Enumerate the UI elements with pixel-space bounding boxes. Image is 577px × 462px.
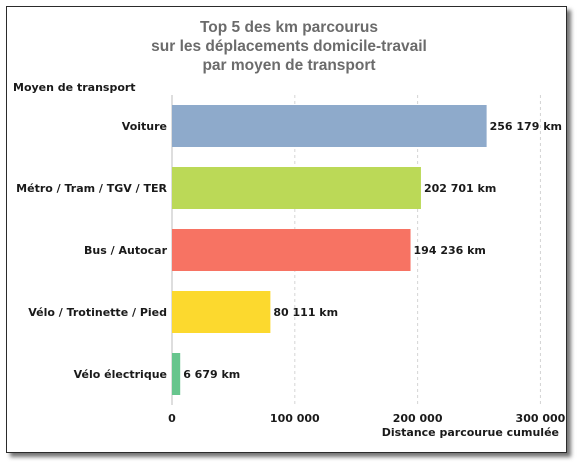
bar: [172, 291, 271, 333]
chart-title-line-3: par moyen de transport: [202, 57, 375, 74]
chart-frame: Top 5 des km parcourus sur les déplaceme…: [6, 6, 567, 453]
bar: [172, 105, 487, 147]
x-tick-label: 300 000: [516, 412, 566, 425]
category-label: Bus / Autocar: [84, 244, 168, 257]
data-label: 256 179 km: [490, 120, 562, 133]
category-label: Voiture: [122, 120, 167, 133]
x-axis-label: Distance parcourue cumulée: [382, 426, 559, 439]
category-label: Métro / Tram / TGV / TER: [16, 182, 167, 195]
y-axis-label: Moyen de transport: [13, 81, 136, 94]
x-tick-label: 200 000: [393, 412, 443, 425]
chart-title-line-1: Top 5 des km parcourus: [200, 19, 378, 36]
category-label: Vélo électrique: [74, 368, 167, 381]
x-tick-label: 0: [168, 412, 176, 425]
chart-title-line-2: sur les déplacements domicile-travail: [151, 38, 427, 55]
data-label: 6 679 km: [183, 368, 240, 381]
bar: [172, 353, 181, 395]
data-label: 202 701 km: [424, 182, 496, 195]
bar: [172, 167, 421, 209]
category-label: Vélo / Trotinette / Pied: [28, 306, 167, 319]
bar: [172, 229, 411, 271]
bar-chart: Top 5 des km parcourus sur les déplaceme…: [13, 19, 566, 439]
data-label: 194 236 km: [414, 244, 486, 257]
x-tick-label: 100 000: [270, 412, 320, 425]
data-label: 80 111 km: [273, 306, 338, 319]
